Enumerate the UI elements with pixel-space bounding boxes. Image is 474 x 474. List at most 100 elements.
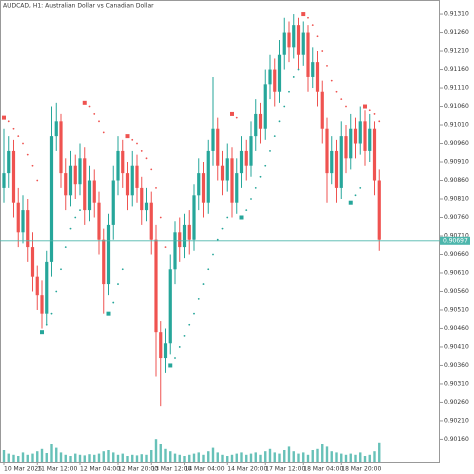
sar-dot bbox=[12, 127, 15, 130]
sar-dot bbox=[207, 268, 210, 271]
sar-dot bbox=[17, 135, 20, 138]
volume-bar bbox=[264, 451, 267, 462]
volume-bar bbox=[78, 454, 82, 462]
y-tick-label: 0.91310 bbox=[444, 11, 469, 18]
sar-dot bbox=[188, 323, 191, 326]
volume-bar bbox=[83, 455, 86, 462]
volume-bar bbox=[287, 446, 291, 462]
sar-dot bbox=[311, 24, 314, 27]
candle-body bbox=[68, 165, 73, 196]
volume-bar bbox=[21, 452, 25, 462]
candle-body bbox=[282, 32, 286, 55]
volume-bar bbox=[221, 454, 224, 462]
volume-bar bbox=[121, 453, 124, 462]
y-tick-label: 0.90360 bbox=[444, 362, 469, 369]
sar-dot bbox=[297, 68, 300, 71]
y-tick-label: 0.90860 bbox=[444, 177, 469, 184]
volume-bar bbox=[64, 454, 67, 462]
candle-body bbox=[97, 202, 101, 240]
candle-body bbox=[206, 150, 210, 203]
sar-reversal bbox=[125, 134, 130, 139]
volume-bar bbox=[344, 454, 348, 462]
y-tick-label: 0.90310 bbox=[444, 380, 469, 387]
candle-body bbox=[220, 165, 225, 181]
x-tick-label: 18 Mar 04:00 bbox=[303, 466, 343, 473]
sar-dot bbox=[117, 283, 119, 285]
volume-bar bbox=[254, 452, 257, 462]
x-tick-label: 12 Mar 04:00 bbox=[80, 466, 120, 473]
volume-bar bbox=[197, 452, 200, 462]
volume-bar bbox=[368, 454, 371, 462]
volume-bar bbox=[93, 454, 96, 462]
candle-body bbox=[263, 84, 267, 129]
volume-bar bbox=[140, 454, 143, 462]
volume-bar bbox=[292, 451, 295, 462]
sar-dot bbox=[131, 138, 134, 141]
candle-body bbox=[26, 210, 30, 248]
y-tick-label: 0.90960 bbox=[444, 140, 469, 147]
candle-body bbox=[249, 136, 253, 166]
sar-reversal bbox=[230, 111, 234, 116]
candle-body bbox=[111, 180, 115, 225]
y-tick-label: 0.90160 bbox=[444, 436, 469, 443]
volume-bar bbox=[192, 453, 196, 462]
sar-reversal bbox=[348, 200, 353, 205]
y-tick-label: 0.90510 bbox=[444, 306, 469, 313]
candle-body bbox=[192, 195, 196, 240]
volume-bar bbox=[340, 453, 343, 462]
sar-dot bbox=[60, 268, 62, 271]
volume-bar bbox=[40, 448, 44, 462]
volume-bar bbox=[69, 456, 72, 462]
candle-body bbox=[306, 32, 310, 77]
sar-dot bbox=[155, 187, 157, 189]
sar-reversal bbox=[40, 330, 44, 335]
volume-bar bbox=[245, 454, 248, 462]
x-tick-label: 13 Mar 12:00 bbox=[151, 466, 191, 473]
sar-dot bbox=[335, 90, 338, 93]
sar-dot bbox=[202, 283, 205, 285]
y-tick-label: 0.91010 bbox=[444, 122, 469, 129]
candle-body bbox=[358, 121, 362, 144]
volume-bar bbox=[102, 451, 105, 462]
volume-bar bbox=[59, 452, 63, 462]
volume-bar bbox=[159, 444, 162, 462]
volume-bar bbox=[107, 450, 110, 462]
y-tick-label: 0.90460 bbox=[444, 325, 469, 332]
volume-bar bbox=[335, 452, 338, 462]
volume-bar bbox=[259, 454, 262, 462]
sar-dot bbox=[88, 105, 91, 108]
candle-body bbox=[296, 25, 301, 55]
sar-reversal bbox=[239, 215, 244, 220]
candle-body bbox=[344, 136, 348, 159]
y-tick-label: 0.91210 bbox=[444, 48, 469, 55]
volume-bar bbox=[278, 453, 281, 462]
candle-body bbox=[121, 150, 125, 174]
sar-dot bbox=[121, 268, 124, 271]
sar-dot bbox=[102, 131, 105, 134]
sar-dot bbox=[174, 357, 176, 359]
volume-bar bbox=[45, 453, 48, 462]
candle-body bbox=[2, 173, 6, 188]
sar-dot bbox=[316, 35, 319, 38]
candle-body bbox=[78, 158, 82, 185]
candle-body bbox=[311, 62, 315, 77]
candle-body bbox=[216, 128, 220, 166]
sar-dot bbox=[112, 301, 115, 304]
volume-bar bbox=[112, 452, 115, 462]
y-tick-label: 0.90560 bbox=[444, 288, 469, 295]
sar-dot bbox=[79, 209, 81, 212]
x-tick-label: 12 Mar 20:00 bbox=[118, 466, 158, 473]
volume-bar bbox=[135, 455, 139, 462]
volume-bar bbox=[164, 448, 167, 462]
volume-bar bbox=[207, 451, 210, 462]
volume-bar bbox=[373, 451, 376, 462]
sar-dot bbox=[221, 227, 224, 230]
candle-body bbox=[116, 150, 120, 181]
candle-body bbox=[201, 173, 206, 203]
y-tick-label: 0.90410 bbox=[444, 343, 469, 350]
candle-body bbox=[273, 69, 277, 92]
candle-body bbox=[182, 224, 187, 248]
sar-dot bbox=[321, 50, 324, 52]
sar-dot bbox=[259, 175, 262, 178]
sar-dot bbox=[98, 120, 100, 123]
